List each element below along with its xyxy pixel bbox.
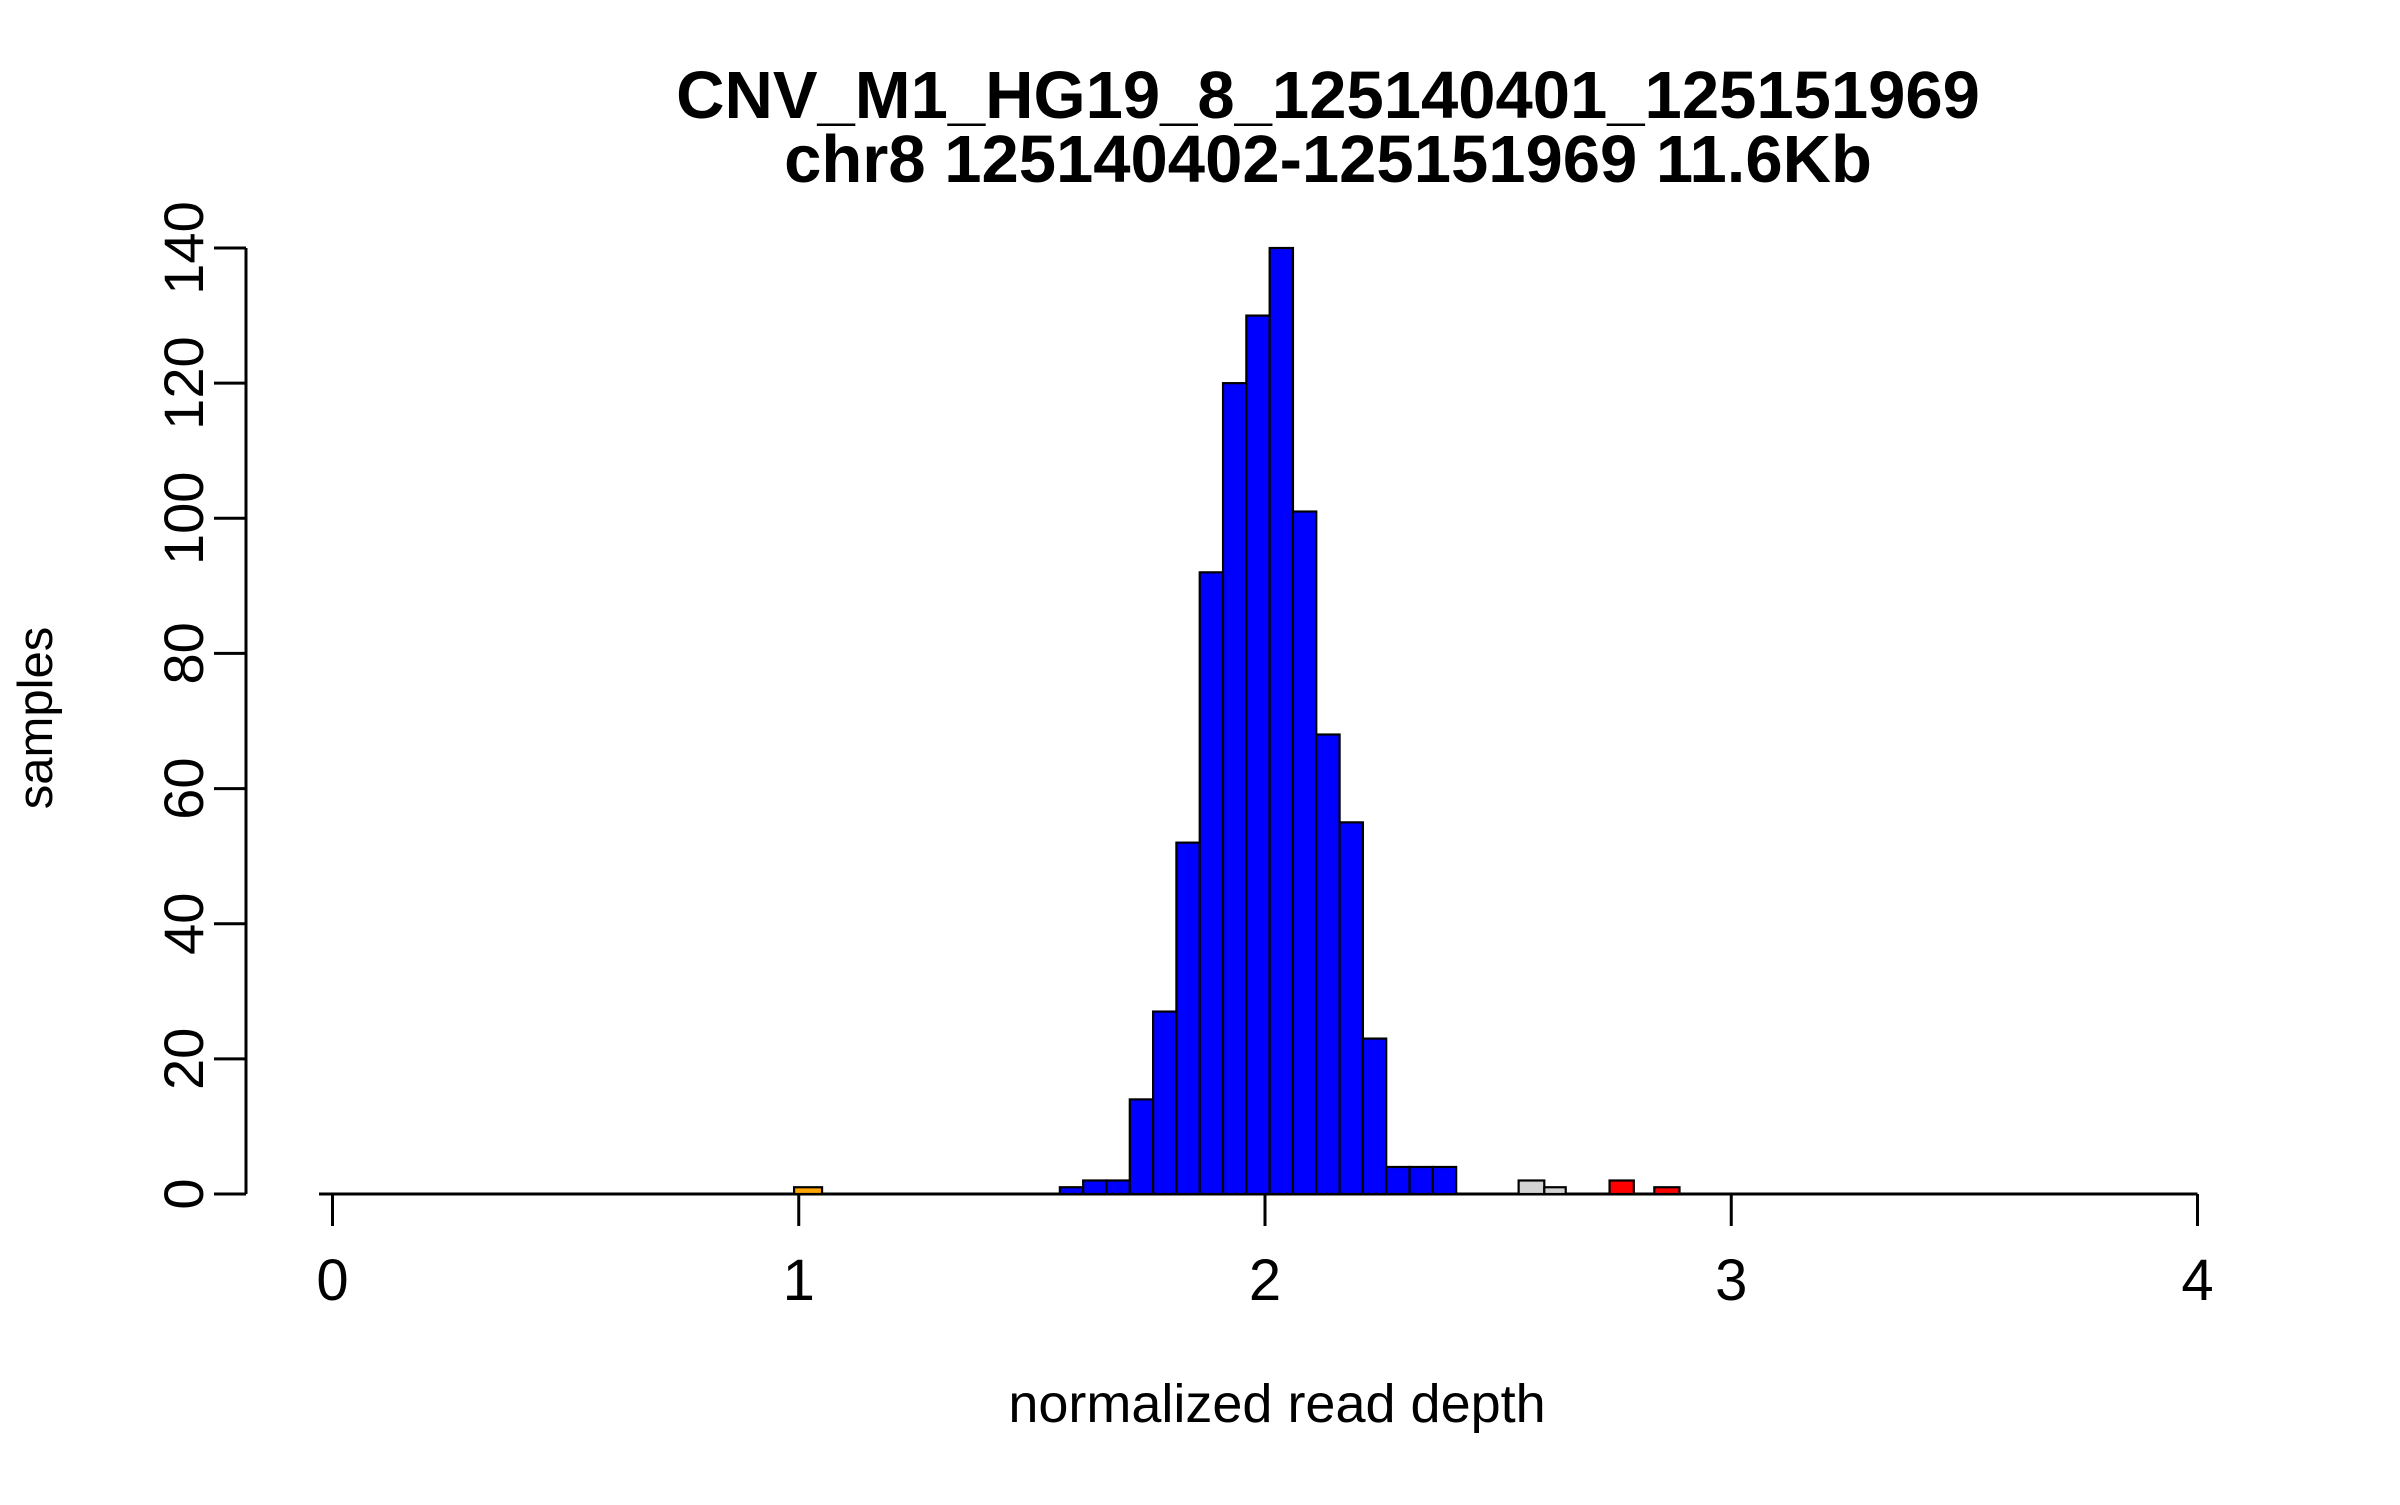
svg-text:normalized read depth: normalized read depth — [1008, 1374, 1545, 1434]
svg-text:40: 40 — [152, 893, 215, 955]
svg-text:80: 80 — [152, 622, 215, 684]
svg-text:2: 2 — [1249, 1248, 1281, 1313]
svg-text:0: 0 — [152, 1178, 215, 1209]
svg-text:0: 0 — [316, 1248, 348, 1313]
svg-text:4: 4 — [2181, 1248, 2213, 1313]
svg-text:samples: samples — [9, 627, 63, 809]
svg-text:chr8 125140402-125151969 11.6K: chr8 125140402-125151969 11.6Kb — [784, 122, 1872, 197]
svg-text:60: 60 — [152, 757, 215, 819]
svg-text:140: 140 — [152, 201, 215, 294]
svg-text:20: 20 — [152, 1028, 215, 1090]
svg-text:120: 120 — [152, 336, 215, 429]
svg-text:3: 3 — [1715, 1248, 1747, 1313]
svg-text:1: 1 — [783, 1248, 815, 1313]
svg-text:100: 100 — [152, 472, 215, 565]
